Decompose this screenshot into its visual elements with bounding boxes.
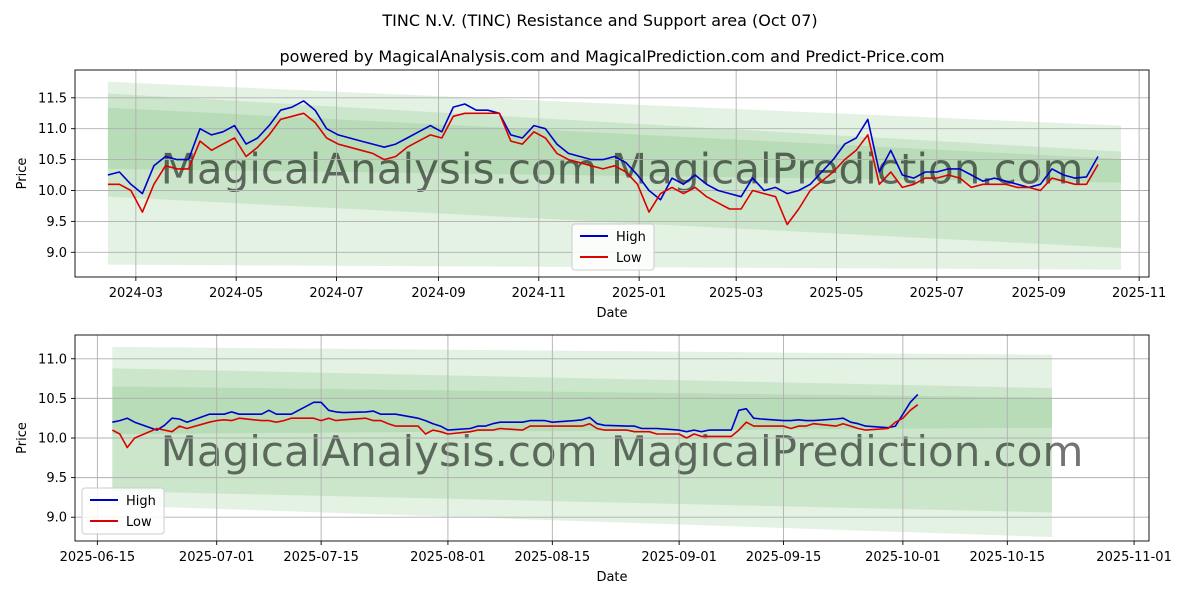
low-price-line [107,112,1099,226]
y-tick-label: 10.0 [38,184,67,199]
x-tick-label: 2025-10-15 [970,550,1046,565]
x-tick-label: 2025-09-01 [641,550,717,565]
plot-area: MagicalAnalysis.com MagicalPrediction.co… [75,70,1149,277]
x-tick-label: 2025-08-15 [515,550,591,565]
low-price-line [111,404,919,449]
support-resistance-band [107,93,1122,248]
y-tick-label: 11.0 [38,352,67,367]
x-tick-label: 2024-11 [512,286,566,301]
support-resistance-band [107,107,1122,183]
high-price-line [107,100,1099,201]
x-tick-label: 2024-05 [209,286,263,301]
x-tick-label: 2025-11-01 [1096,550,1172,565]
x-tick-label: 2025-10-01 [865,550,941,565]
chart-title: TINC N.V. (TINC) Resistance and Support … [381,11,817,30]
x-tick-label: 2025-07 [910,286,964,301]
legend: High Low [571,223,655,271]
y-axis-label: Price [15,422,30,454]
legend: High Low [81,487,165,535]
plot-area: MagicalAnalysis.com MagicalPrediction.co… [75,335,1149,541]
y-axis-label: Price [15,158,30,190]
x-tick-label: 2025-09-15 [746,550,822,565]
x-tick-label: 2025-09 [1012,286,1066,301]
y-tick-label: 10.5 [38,392,67,407]
x-tick-label: 2025-07-15 [283,550,359,565]
y-tick-label: 11.5 [38,91,67,106]
x-tick-label: 2025-11 [1112,286,1166,301]
legend-label-high: High [126,494,156,509]
x-tick-label: 2025-03 [709,286,763,301]
x-tick-label: 2025-05 [809,286,863,301]
y-tick-label: 9.0 [46,511,67,526]
recent-price-panel: MagicalAnalysis.com MagicalPrediction.co… [15,334,1172,585]
x-axis-label: Date [596,570,627,585]
x-tick-label: 2025-06-15 [60,550,136,565]
high-price-line [112,393,919,433]
x-axis-label: Date [596,306,627,321]
x-tick-label: 2025-08-01 [410,550,486,565]
x-tick-label: 2025-01 [612,286,666,301]
y-tick-label: 10.5 [38,153,67,168]
legend-label-high: High [616,230,646,245]
chart-subtitle: powered by MagicalAnalysis.com and Magic… [279,47,944,66]
main-price-panel: MagicalAnalysis.com MagicalPrediction.co… [15,69,1166,321]
x-tick-label: 2025-07-01 [179,550,255,565]
y-tick-label: 9.5 [46,471,67,486]
y-tick-label: 9.5 [46,215,67,230]
y-tick-label: 10.0 [38,432,67,447]
support-resistance-band [112,346,1053,538]
y-tick-label: 11.0 [38,122,67,137]
x-tick-label: 2024-03 [109,286,163,301]
legend-label-low: Low [126,515,152,530]
x-tick-label: 2024-09 [411,286,465,301]
y-tick-label: 9.0 [46,246,67,261]
legend-label-low: Low [616,251,642,266]
watermark-text: MagicalAnalysis.com MagicalPrediction.co… [161,427,1084,476]
support-resistance-band [112,368,1053,513]
x-tick-label: 2024-07 [309,286,363,301]
plot-frame [74,69,1150,278]
